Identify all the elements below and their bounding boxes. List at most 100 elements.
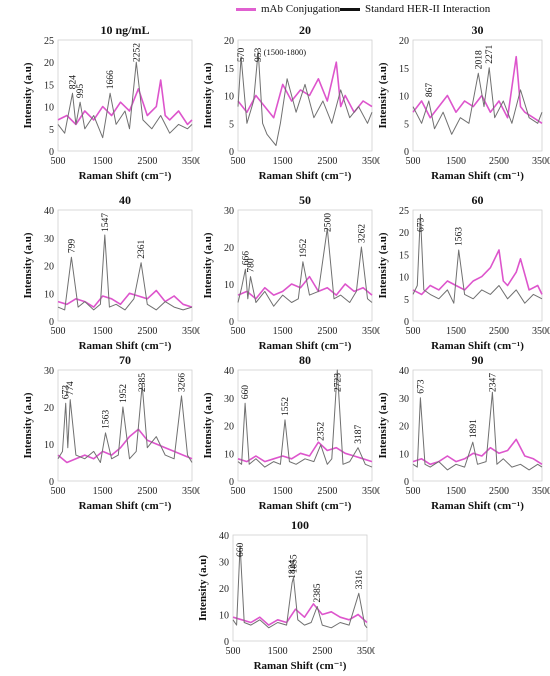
plot-frame (57, 39, 193, 152)
plot-frame (57, 369, 193, 482)
y-tick-label: 40 (44, 206, 54, 217)
x-tick-label: 3500 (182, 486, 200, 497)
peak-label: 3316 (355, 570, 365, 589)
peak-label: 1952 (299, 239, 309, 258)
x-axis-label: Raman Shift (cm⁻¹) (259, 340, 352, 352)
peak-label: 1547 (101, 213, 111, 232)
y-tick-label: 10 (399, 273, 409, 284)
y-axis-label: Intensity (a.u) (377, 232, 389, 298)
spectrum-panel: 80 0 10 20 30 40 500 1500 2500 3500 Raman Shift (c… (202, 353, 380, 512)
peak-label: 2347 (488, 373, 498, 392)
x-tick-label: 2500 (137, 156, 157, 167)
x-tick-label: 3500 (532, 326, 550, 337)
y-tick-label: 25 (44, 36, 54, 47)
plot-frame (412, 369, 543, 482)
y-axis-label: Intensity (a.u) (202, 232, 214, 298)
panel-title: 30 (472, 23, 484, 37)
x-tick-label: 3500 (182, 326, 200, 337)
series-line-mab-conjugation (237, 61, 373, 119)
panel-title: 60 (472, 193, 484, 207)
legend-label-standard: Standard HER-II Interaction (365, 3, 491, 15)
y-tick-label: 25 (399, 206, 409, 217)
plot-frame (237, 209, 373, 322)
peak-label: 2723 (333, 373, 343, 392)
peak-label: 774 (66, 381, 76, 396)
x-tick-label: 3500 (182, 156, 200, 167)
peak-label: 660 (241, 385, 251, 400)
y-tick-label: 5 (229, 119, 234, 130)
plot-frame (57, 209, 193, 322)
peak-label: 570 (237, 48, 247, 63)
spectrum-panel: 30 0 5 10 15 20 500 1500 2500 3500 Raman Shift (cm… (377, 23, 550, 182)
x-tick-label: 500 (406, 326, 421, 337)
y-tick-label: 10 (219, 611, 229, 622)
x-tick-label: 500 (51, 486, 66, 497)
y-axis-label: Intensity (a.u) (22, 232, 34, 298)
peak-label: 3187 (354, 424, 364, 443)
series-line-mab-conjugation (57, 289, 193, 308)
peak-label: 2018 (474, 50, 484, 69)
x-tick-label: 1500 (273, 486, 293, 497)
y-tick-label: 0 (229, 477, 234, 488)
y-tick-label: 5 (404, 295, 409, 306)
y-tick-label: 20 (44, 262, 54, 273)
x-tick-label: 1500 (446, 326, 466, 337)
panel-title: 100 (291, 518, 309, 532)
series-line-mab-conjugation (237, 275, 373, 300)
spectrum-panel: 10 ng/mL 0 5 10 15 20 25 500 1500 2500 3500 Raman S… (22, 23, 200, 182)
series-line-standard-her-ii (412, 213, 543, 304)
y-tick-label: 15 (224, 64, 234, 75)
y-tick-label: 15 (399, 64, 409, 75)
panel-title: 80 (299, 353, 311, 367)
panel-title: 20 (299, 23, 311, 37)
x-tick-label: 500 (231, 486, 246, 497)
y-axis-label: Intensity (a.u) (377, 62, 389, 128)
legend-item-standard: Standard HER-II Interaction (340, 3, 490, 15)
x-tick-label: 500 (231, 326, 246, 337)
y-axis-label: Intensity (a.u) (377, 392, 389, 458)
peak-label: 867 (425, 83, 435, 98)
y-tick-label: 0 (229, 317, 234, 328)
y-tick-label: 0 (49, 317, 54, 328)
y-tick-label: 10 (44, 289, 54, 300)
y-tick-label: 20 (44, 58, 54, 69)
x-tick-label: 1500 (93, 156, 113, 167)
y-tick-label: 10 (399, 449, 409, 460)
x-tick-label: 2500 (137, 326, 157, 337)
peak-label: 2385 (138, 373, 148, 392)
y-tick-label: 30 (44, 234, 54, 245)
x-axis-label: Raman Shift (cm⁻¹) (431, 340, 524, 352)
peak-label: 1666 (106, 70, 116, 89)
series-line-standard-her-ii (412, 67, 543, 135)
spectrum-panel: 70 0 10 20 30 500 1500 2500 3500 Raman Shift (cm⁻… (22, 353, 200, 512)
y-tick-label: 20 (399, 422, 409, 433)
x-tick-label: 2500 (312, 646, 332, 657)
y-tick-label: 30 (399, 394, 409, 405)
y-tick-label: 15 (44, 80, 54, 91)
x-tick-label: 500 (226, 646, 241, 657)
x-tick-label: 500 (406, 486, 421, 497)
legend-swatch-standard (340, 7, 360, 11)
peak-label: 824 (68, 75, 78, 90)
spectrum-panel: 100 0 10 20 30 40 500 1500 2500 3500 Raman Shift (… (197, 518, 375, 672)
peak-label: 953 (254, 48, 264, 63)
y-axis-label: Intensity (a.u) (22, 62, 34, 128)
x-tick-label: 2500 (317, 326, 337, 337)
peak-label: 2385 (313, 583, 323, 602)
legend-item-mab: mAb Conjugation (236, 3, 340, 15)
y-tick-label: 40 (399, 366, 409, 377)
x-tick-label: 2500 (317, 486, 337, 497)
range-annotation: (1500-1800) (264, 47, 307, 57)
series-line-mab-conjugation (57, 79, 193, 126)
y-tick-label: 10 (224, 92, 234, 103)
y-tick-label: 40 (219, 531, 229, 542)
x-tick-label: 1500 (273, 156, 293, 167)
x-tick-label: 2500 (489, 156, 509, 167)
x-tick-label: 1500 (93, 326, 113, 337)
peak-label: 1552 (281, 397, 291, 416)
peak-label: 3266 (178, 373, 188, 392)
panel-title: 50 (299, 193, 311, 207)
peak-label: 3262 (357, 224, 367, 243)
y-tick-label: 20 (399, 36, 409, 47)
x-tick-label: 3500 (362, 486, 380, 497)
